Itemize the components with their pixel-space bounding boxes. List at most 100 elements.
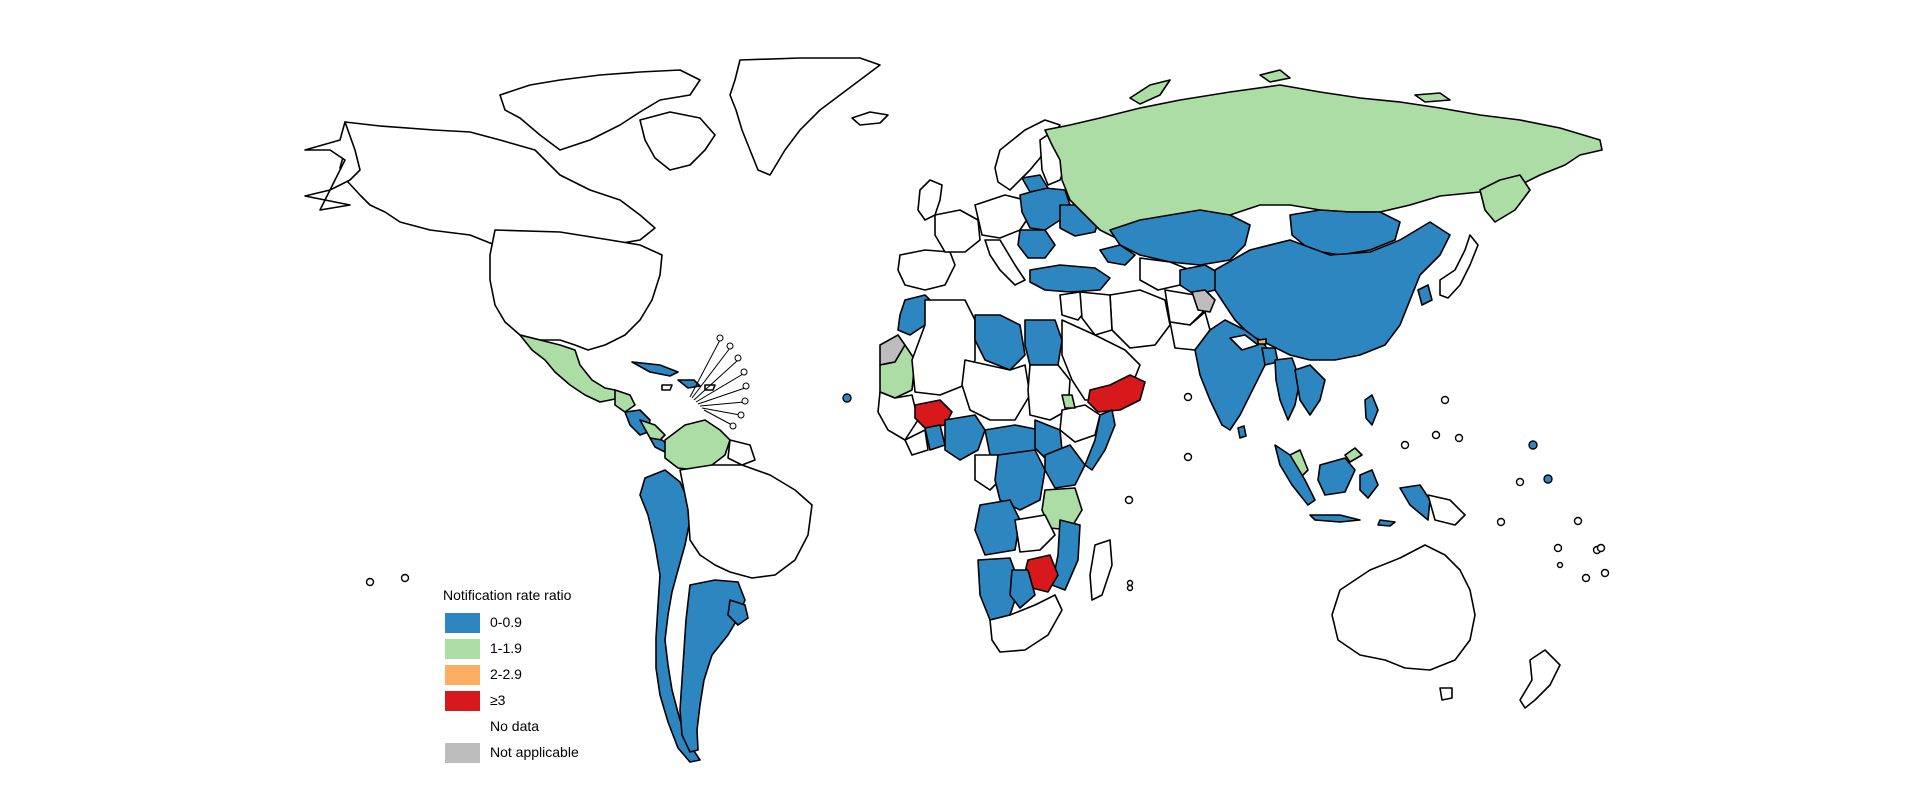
island-palau xyxy=(1400,440,1410,450)
region-baffin xyxy=(639,111,716,171)
antilles-callouts xyxy=(689,334,750,430)
island-reunion xyxy=(1126,584,1134,592)
region-iraq xyxy=(1079,291,1113,336)
region-argentina xyxy=(679,579,746,753)
region-australia xyxy=(1331,544,1476,671)
region-borneo xyxy=(1317,457,1356,496)
region-libya xyxy=(974,314,1026,371)
region-uruguay xyxy=(727,599,749,626)
region-malawi-mozambique xyxy=(1051,519,1081,591)
region-egypt xyxy=(1024,319,1063,366)
island-wallis xyxy=(1553,543,1563,553)
region-central-america-south xyxy=(639,419,666,441)
region-eritrea xyxy=(1061,394,1076,409)
region-angola xyxy=(974,499,1021,556)
legend-item-no-data: No data xyxy=(443,714,663,740)
region-kashmir xyxy=(1191,289,1216,313)
region-brazil xyxy=(679,464,813,579)
region-kazakhstan xyxy=(1109,209,1251,266)
region-somalia xyxy=(1084,409,1116,471)
region-hispaniola xyxy=(677,379,701,389)
region-japan xyxy=(1439,234,1479,299)
legend-item-0-0.9: 0-0.9 xyxy=(443,610,663,636)
region-iceland xyxy=(851,111,889,126)
island-maldives xyxy=(1183,452,1193,462)
region-arctic-ru-east xyxy=(1414,92,1451,103)
region-timor xyxy=(1377,519,1396,527)
region-greenland xyxy=(729,57,881,176)
island-tuvalu xyxy=(1573,516,1583,526)
island-hawaii-2 xyxy=(400,573,410,583)
region-balkans xyxy=(1017,229,1056,259)
island-fiji xyxy=(1556,561,1564,569)
region-turkey xyxy=(1029,264,1111,293)
island-solomon xyxy=(1496,517,1506,527)
region-alaska xyxy=(304,121,361,211)
region-usa xyxy=(489,229,663,351)
island-tonga xyxy=(1581,573,1591,583)
island-marianas xyxy=(1431,430,1441,440)
legend-swatch-nodata xyxy=(445,717,480,737)
region-java xyxy=(1309,514,1361,523)
region-caucasus xyxy=(1099,244,1136,266)
region-iran xyxy=(1109,289,1171,349)
region-ivory-coast xyxy=(904,429,929,456)
region-tasmania xyxy=(1439,687,1453,701)
region-arctic-islands xyxy=(499,69,701,151)
region-philippines xyxy=(1364,394,1379,426)
region-guianas xyxy=(727,439,756,466)
island-kiribati xyxy=(1543,474,1553,484)
region-nepal xyxy=(1229,334,1259,351)
legend-item-1-1.9: 1-1.9 xyxy=(443,636,663,662)
region-madagascar xyxy=(1089,539,1113,601)
region-senegal-guinea xyxy=(877,391,919,441)
island-cabo-verde xyxy=(842,393,852,403)
region-bhutan xyxy=(1257,338,1267,345)
island-hawaii-1 xyxy=(365,577,375,587)
region-central-america-north xyxy=(614,389,636,413)
region-sulawesi xyxy=(1359,469,1379,499)
region-sudan xyxy=(1027,364,1071,421)
region-central-europe xyxy=(974,194,1031,239)
region-botswana xyxy=(1009,569,1036,609)
region-jamaica xyxy=(661,384,673,391)
legend-label: Not applicable xyxy=(490,744,579,760)
region-algeria-mali xyxy=(911,299,976,396)
region-nigeria xyxy=(944,414,986,461)
region-borneo-north xyxy=(1344,447,1363,463)
region-france xyxy=(934,209,981,253)
region-baltics xyxy=(1021,174,1049,193)
region-sri-lanka xyxy=(1237,425,1247,439)
region-new-zealand xyxy=(1519,649,1561,709)
island-mauritius xyxy=(1126,579,1134,587)
region-severnaya xyxy=(1259,69,1291,83)
island-marshall xyxy=(1528,440,1538,450)
region-ethiopia xyxy=(1059,404,1101,443)
region-yemen-oman xyxy=(1087,374,1146,413)
legend-swatch-na xyxy=(445,743,480,763)
legend-item-3-plus: ≥3 xyxy=(443,688,663,714)
legend-label: ≥3 xyxy=(490,692,506,708)
legend-swatch-green xyxy=(445,639,480,659)
legend-swatch-orange xyxy=(445,665,480,685)
region-russia-far-east xyxy=(1479,174,1531,223)
island-niue xyxy=(1600,568,1610,578)
region-sumatra xyxy=(1274,444,1316,506)
legend-title: Notification rate ratio xyxy=(443,587,572,603)
region-colombia-venezuela xyxy=(664,419,731,471)
island-socotra xyxy=(1183,392,1193,402)
region-thailand-viet xyxy=(1294,364,1326,416)
region-italy xyxy=(984,239,1026,286)
map-legend: Notification rate ratio 0-0.9 1-1.9 2-2.… xyxy=(443,587,663,766)
island-seychelles xyxy=(1124,495,1134,505)
legend-swatch-blue xyxy=(445,613,480,633)
legend-label: 2-2.9 xyxy=(490,666,522,682)
region-myanmar xyxy=(1274,357,1301,421)
region-cuba xyxy=(631,361,679,377)
region-new-guinea-east xyxy=(1427,494,1466,526)
region-new-guinea-west xyxy=(1399,484,1431,521)
legend-label: 1-1.9 xyxy=(490,640,522,656)
island-samoa-2 xyxy=(1596,543,1606,553)
